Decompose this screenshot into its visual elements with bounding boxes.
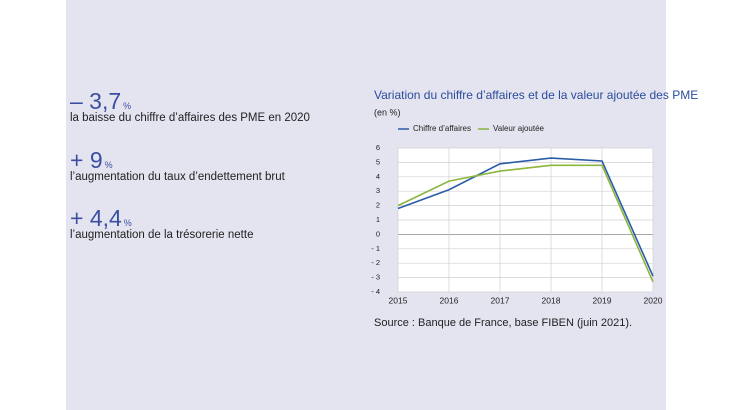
stat-text: l’augmentation du taux d’endettement bru…: [70, 171, 285, 183]
y-tick-label: - 1: [371, 244, 380, 253]
y-tick-label: 2: [376, 201, 380, 210]
x-tick-label: 2018: [542, 295, 561, 305]
stat: – 3,7% la baisse du chiffre d’affaires de…: [70, 88, 310, 124]
stat-value: – 3,7: [70, 88, 122, 114]
stat-unit: %: [123, 218, 132, 228]
stat-text: l’augmentation de la trésorerie nette: [70, 229, 254, 241]
y-tick-label: 5: [376, 157, 380, 166]
x-tick-label: 2019: [593, 295, 612, 305]
stat-unit: %: [123, 101, 132, 111]
y-tick-label: - 3: [371, 273, 380, 282]
stat: + 4,4% l’augmentation de la trésorerie ne…: [70, 205, 253, 241]
stat: + 9% l’augmentation du taux d’endettement…: [70, 147, 285, 183]
y-tick-label: - 4: [371, 287, 380, 296]
x-tick-label: 2016: [440, 295, 459, 305]
stat-text: la baisse du chiffre d’affaires des PME …: [70, 112, 310, 124]
y-tick-label: 3: [376, 186, 380, 195]
legend-label: Valeur ajoutée: [493, 124, 545, 133]
stat-value: + 4,4: [70, 205, 122, 231]
legend-label: Chiffre d’affaires: [413, 124, 471, 133]
chart-subtitle: (en %): [374, 107, 401, 117]
y-tick-label: 0: [376, 229, 380, 238]
x-tick-label: 2017: [491, 295, 510, 305]
y-tick-label: 4: [376, 172, 380, 181]
stat-unit: %: [104, 160, 113, 170]
chart-title: Variation du chiffre d’affaires et de la…: [374, 88, 698, 102]
series-line: [397, 157, 654, 277]
source: Source : Banque de France, base FIBEN (j…: [374, 317, 632, 329]
y-tick-label: 6: [376, 143, 380, 152]
x-tick-label: 2015: [389, 295, 408, 305]
y-tick-label: - 2: [371, 258, 380, 267]
y-tick-label: 1: [376, 215, 380, 224]
series-line: [397, 164, 654, 283]
x-tick-label: 2020: [644, 295, 663, 305]
stat-value: + 9: [70, 147, 103, 173]
